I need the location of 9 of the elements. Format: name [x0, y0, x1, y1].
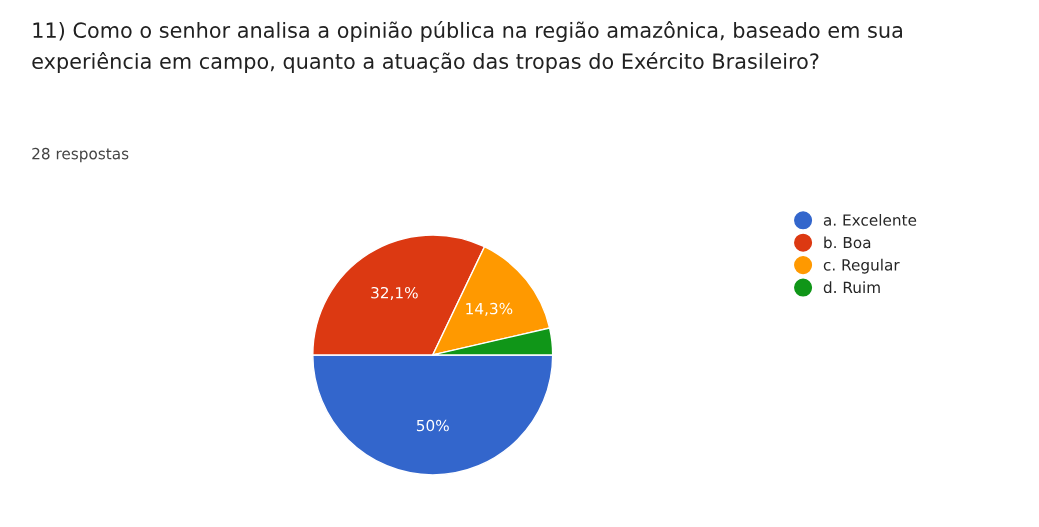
data-label: 32,1% — [371, 286, 418, 301]
legend-label: c. Regular — [823, 258, 900, 274]
chart-title: 11) Como o senhor analisa a opinião pública na região amazônica, baseado em sua experiência em campo, quanto a atuação das tropas do Exército Brasileiro? — [32, 21, 902, 74]
legend-label: d. Ruim — [823, 281, 880, 294]
data-label: 50% — [416, 419, 449, 432]
data-label: 14,3% — [466, 302, 513, 316]
legend-label: a. Excelente — [823, 214, 917, 226]
text: 28 respostas — [32, 147, 129, 163]
legend-label: b. Boa — [824, 236, 871, 249]
